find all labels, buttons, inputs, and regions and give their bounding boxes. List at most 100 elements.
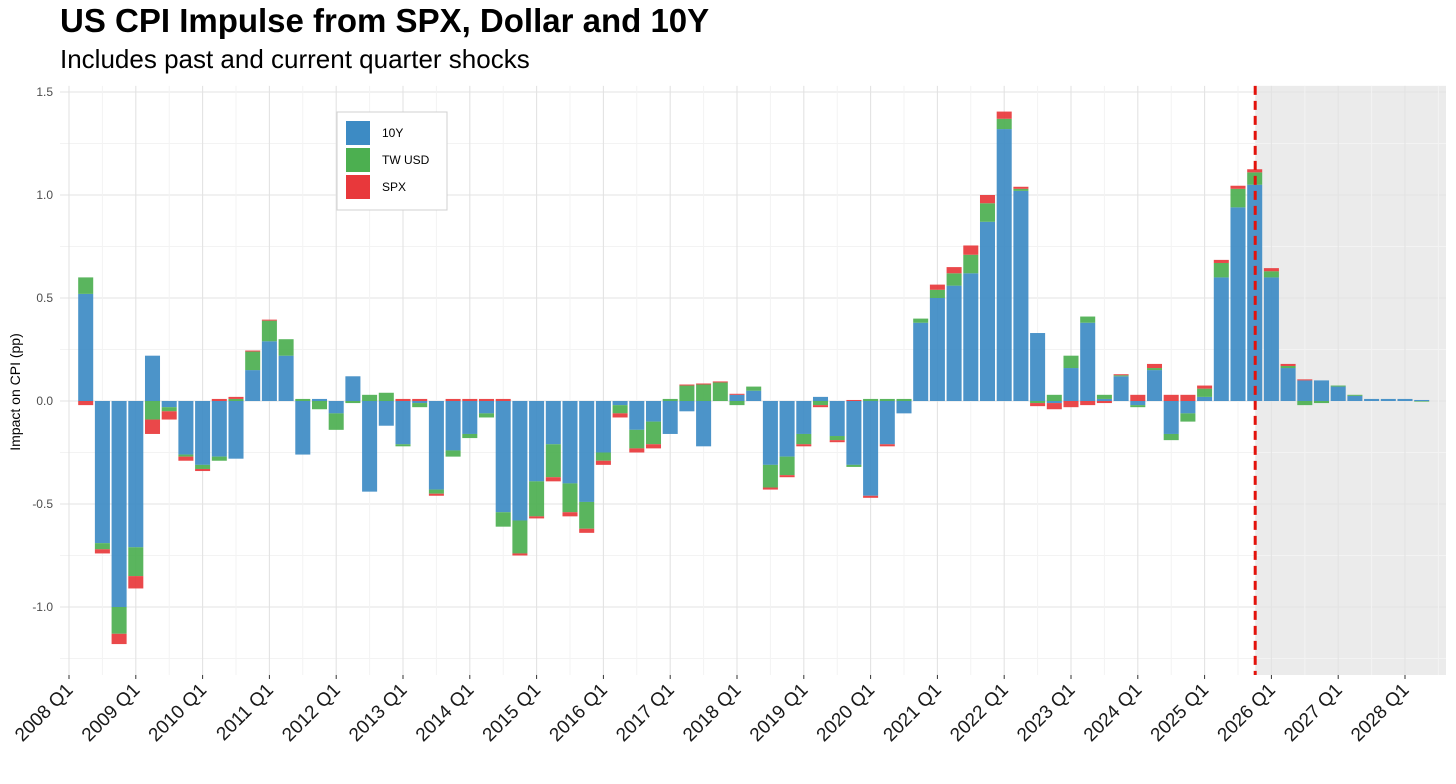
bar-tw-usd bbox=[311, 401, 328, 410]
bar-tw-usd bbox=[863, 398, 879, 401]
x-tick-label: 2015 Q1 bbox=[479, 680, 545, 746]
bar-spx bbox=[645, 444, 662, 449]
bar-10y bbox=[1414, 399, 1430, 401]
bar-tw-usd bbox=[562, 483, 578, 513]
bar-tw-usd bbox=[1414, 401, 1430, 402]
bar-tw-usd bbox=[679, 385, 695, 401]
bar-tw-usd bbox=[445, 450, 461, 457]
x-tick-label: 2012 Q1 bbox=[278, 680, 344, 746]
bar-10y bbox=[963, 273, 979, 401]
bar-spx bbox=[245, 350, 261, 352]
bar-spx bbox=[428, 493, 444, 496]
x-tick-label: 2024 Q1 bbox=[1080, 680, 1146, 746]
bar-10y bbox=[245, 370, 261, 401]
bar-tw-usd bbox=[161, 407, 177, 412]
bar-tw-usd bbox=[779, 456, 795, 476]
bar-tw-usd bbox=[829, 436, 845, 441]
chart-title: US CPI Impulse from SPX, Dollar and 10Y bbox=[60, 2, 710, 39]
bar-spx bbox=[161, 411, 177, 420]
x-tick-label: 2016 Q1 bbox=[546, 680, 612, 746]
bar-spx bbox=[94, 549, 110, 554]
bar-10y bbox=[195, 401, 211, 465]
bar-spx bbox=[629, 448, 645, 453]
bar-tw-usd bbox=[195, 464, 211, 469]
bar-10y bbox=[579, 401, 595, 502]
bar-tw-usd bbox=[645, 421, 662, 445]
bar-spx bbox=[829, 440, 845, 443]
bar-tw-usd bbox=[1180, 413, 1196, 422]
bar-10y bbox=[779, 401, 795, 457]
bar-10y bbox=[545, 401, 561, 445]
bar-10y bbox=[762, 401, 778, 465]
legend-label-10y: 10Y bbox=[382, 126, 403, 140]
bar-10y bbox=[495, 401, 511, 513]
bar-spx bbox=[1080, 401, 1096, 406]
x-tick-label: 2022 Q1 bbox=[946, 680, 1012, 746]
bar-10y bbox=[1146, 370, 1163, 401]
bar-10y bbox=[729, 394, 745, 401]
bar-spx bbox=[1197, 385, 1213, 389]
x-tick-label: 2027 Q1 bbox=[1280, 680, 1346, 746]
bar-10y bbox=[979, 221, 996, 401]
y-tick-label: -1.0 bbox=[32, 600, 53, 614]
gridlines bbox=[60, 85, 1446, 675]
bar-10y bbox=[863, 401, 879, 496]
bar-10y bbox=[1096, 398, 1112, 401]
bar-10y bbox=[94, 401, 110, 544]
bar-10y bbox=[378, 401, 394, 426]
x-tick-label: 2023 Q1 bbox=[1013, 680, 1079, 746]
bar-spx bbox=[1213, 259, 1229, 263]
bar-10y bbox=[278, 355, 294, 401]
bar-spx bbox=[612, 413, 628, 418]
bar-10y bbox=[78, 293, 94, 401]
bar-tw-usd bbox=[328, 413, 344, 430]
bar-spx bbox=[1297, 379, 1313, 381]
bar-tw-usd bbox=[211, 456, 227, 461]
bar-spx bbox=[1030, 403, 1046, 407]
legend-swatch-spx bbox=[346, 175, 370, 199]
bar-10y bbox=[144, 355, 161, 401]
x-tick-label: 2019 Q1 bbox=[746, 680, 812, 746]
bar-spx bbox=[178, 456, 194, 461]
x-tick-label: 2020 Q1 bbox=[813, 680, 879, 746]
bar-tw-usd bbox=[545, 444, 561, 478]
bar-10y bbox=[512, 401, 528, 521]
bar-spx bbox=[529, 516, 545, 519]
bar-tw-usd bbox=[228, 398, 244, 401]
bar-10y bbox=[1130, 401, 1146, 406]
bar-spx bbox=[462, 398, 478, 401]
legend-label-tw-usd: TW USD bbox=[382, 153, 430, 167]
bar-tw-usd bbox=[712, 382, 728, 401]
bar-spx bbox=[512, 553, 528, 556]
bar-10y bbox=[1263, 277, 1279, 401]
bar-tw-usd bbox=[144, 401, 161, 420]
bar-10y bbox=[846, 401, 862, 465]
bar-10y bbox=[1030, 333, 1046, 401]
bar-tw-usd bbox=[428, 489, 444, 494]
legend-label-spx: SPX bbox=[382, 180, 406, 194]
bar-spx bbox=[1263, 268, 1279, 272]
bar-tw-usd bbox=[879, 398, 895, 401]
x-tick-label: 2025 Q1 bbox=[1147, 680, 1213, 746]
bar-tw-usd bbox=[1080, 316, 1096, 323]
bar-10y bbox=[662, 401, 678, 434]
bar-spx bbox=[1113, 374, 1129, 376]
bar-tw-usd bbox=[929, 289, 945, 298]
bar-tw-usd bbox=[612, 405, 628, 414]
bar-10y bbox=[462, 401, 478, 434]
bar-10y bbox=[896, 401, 912, 414]
x-tick-label: 2018 Q1 bbox=[679, 680, 745, 746]
bar-tw-usd bbox=[1230, 188, 1246, 208]
bars bbox=[78, 111, 1430, 645]
bar-10y bbox=[746, 390, 762, 401]
bar-spx bbox=[762, 487, 778, 490]
bar-tw-usd bbox=[529, 481, 545, 517]
bar-spx bbox=[946, 267, 962, 274]
x-tick-label: 2011 Q1 bbox=[213, 680, 278, 745]
bar-spx bbox=[1013, 186, 1029, 189]
x-tick-label: 2014 Q1 bbox=[412, 680, 478, 746]
bar-10y bbox=[1063, 368, 1079, 401]
bar-spx bbox=[579, 528, 595, 533]
x-tick-label: 2021 Q1 bbox=[880, 680, 946, 746]
